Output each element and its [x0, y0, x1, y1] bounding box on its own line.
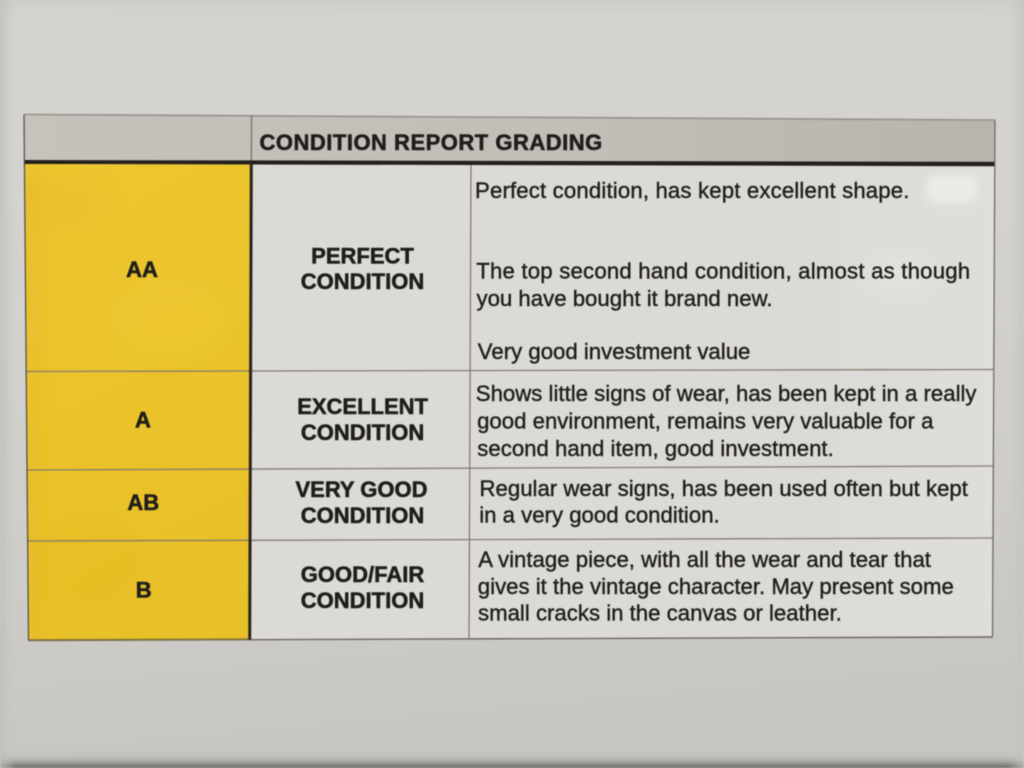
svg-text:Perfect condition, has kept ex: Perfect condition, has kept excellent sh…	[475, 178, 910, 203]
svg-text:CONDITION: CONDITION	[301, 588, 424, 613]
svg-text:A vintage piece, with all the: A vintage piece, with all the wear and t…	[478, 547, 931, 572]
svg-text:small cracks in the canvas or: small cracks in the canvas or leather.	[478, 601, 842, 626]
svg-text:second hand item, good investm: second hand item, good investment.	[477, 436, 833, 461]
svg-text:good environment, remains very: good environment, remains very valuable …	[477, 408, 934, 433]
svg-text:in a very good condition.: in a very good condition.	[479, 503, 720, 528]
svg-text:Very good investment value: Very good investment value	[478, 339, 751, 364]
svg-text:you have bought it brand new.: you have bought it brand new.	[477, 286, 773, 311]
svg-text:CONDITION: CONDITION	[301, 269, 424, 294]
svg-text:PERFECT: PERFECT	[311, 244, 414, 269]
svg-text:Shows little signs of wear, ha: Shows little signs of wear, has been kep…	[476, 381, 978, 406]
svg-text:CONDITION: CONDITION	[301, 503, 424, 528]
svg-text:AA: AA	[126, 257, 158, 282]
svg-text:CONDITION REPORT GRADING: CONDITION REPORT GRADING	[260, 130, 603, 155]
svg-text:gives it the vintage character: gives it the vintage character. May pres…	[478, 574, 954, 599]
svg-text:The top second hand condition,: The top second hand condition, almost as…	[476, 259, 970, 284]
svg-text:CONDITION: CONDITION	[301, 420, 424, 445]
svg-text:VERY GOOD: VERY GOOD	[295, 477, 427, 502]
svg-text:Regular wear signs, has been u: Regular wear signs, has been used often …	[480, 476, 968, 501]
svg-text:GOOD/FAIR: GOOD/FAIR	[301, 562, 425, 587]
svg-text:AB: AB	[127, 490, 159, 515]
svg-text:EXCELLENT: EXCELLENT	[297, 394, 428, 419]
svg-text:B: B	[136, 578, 152, 603]
svg-text:A: A	[135, 408, 151, 433]
